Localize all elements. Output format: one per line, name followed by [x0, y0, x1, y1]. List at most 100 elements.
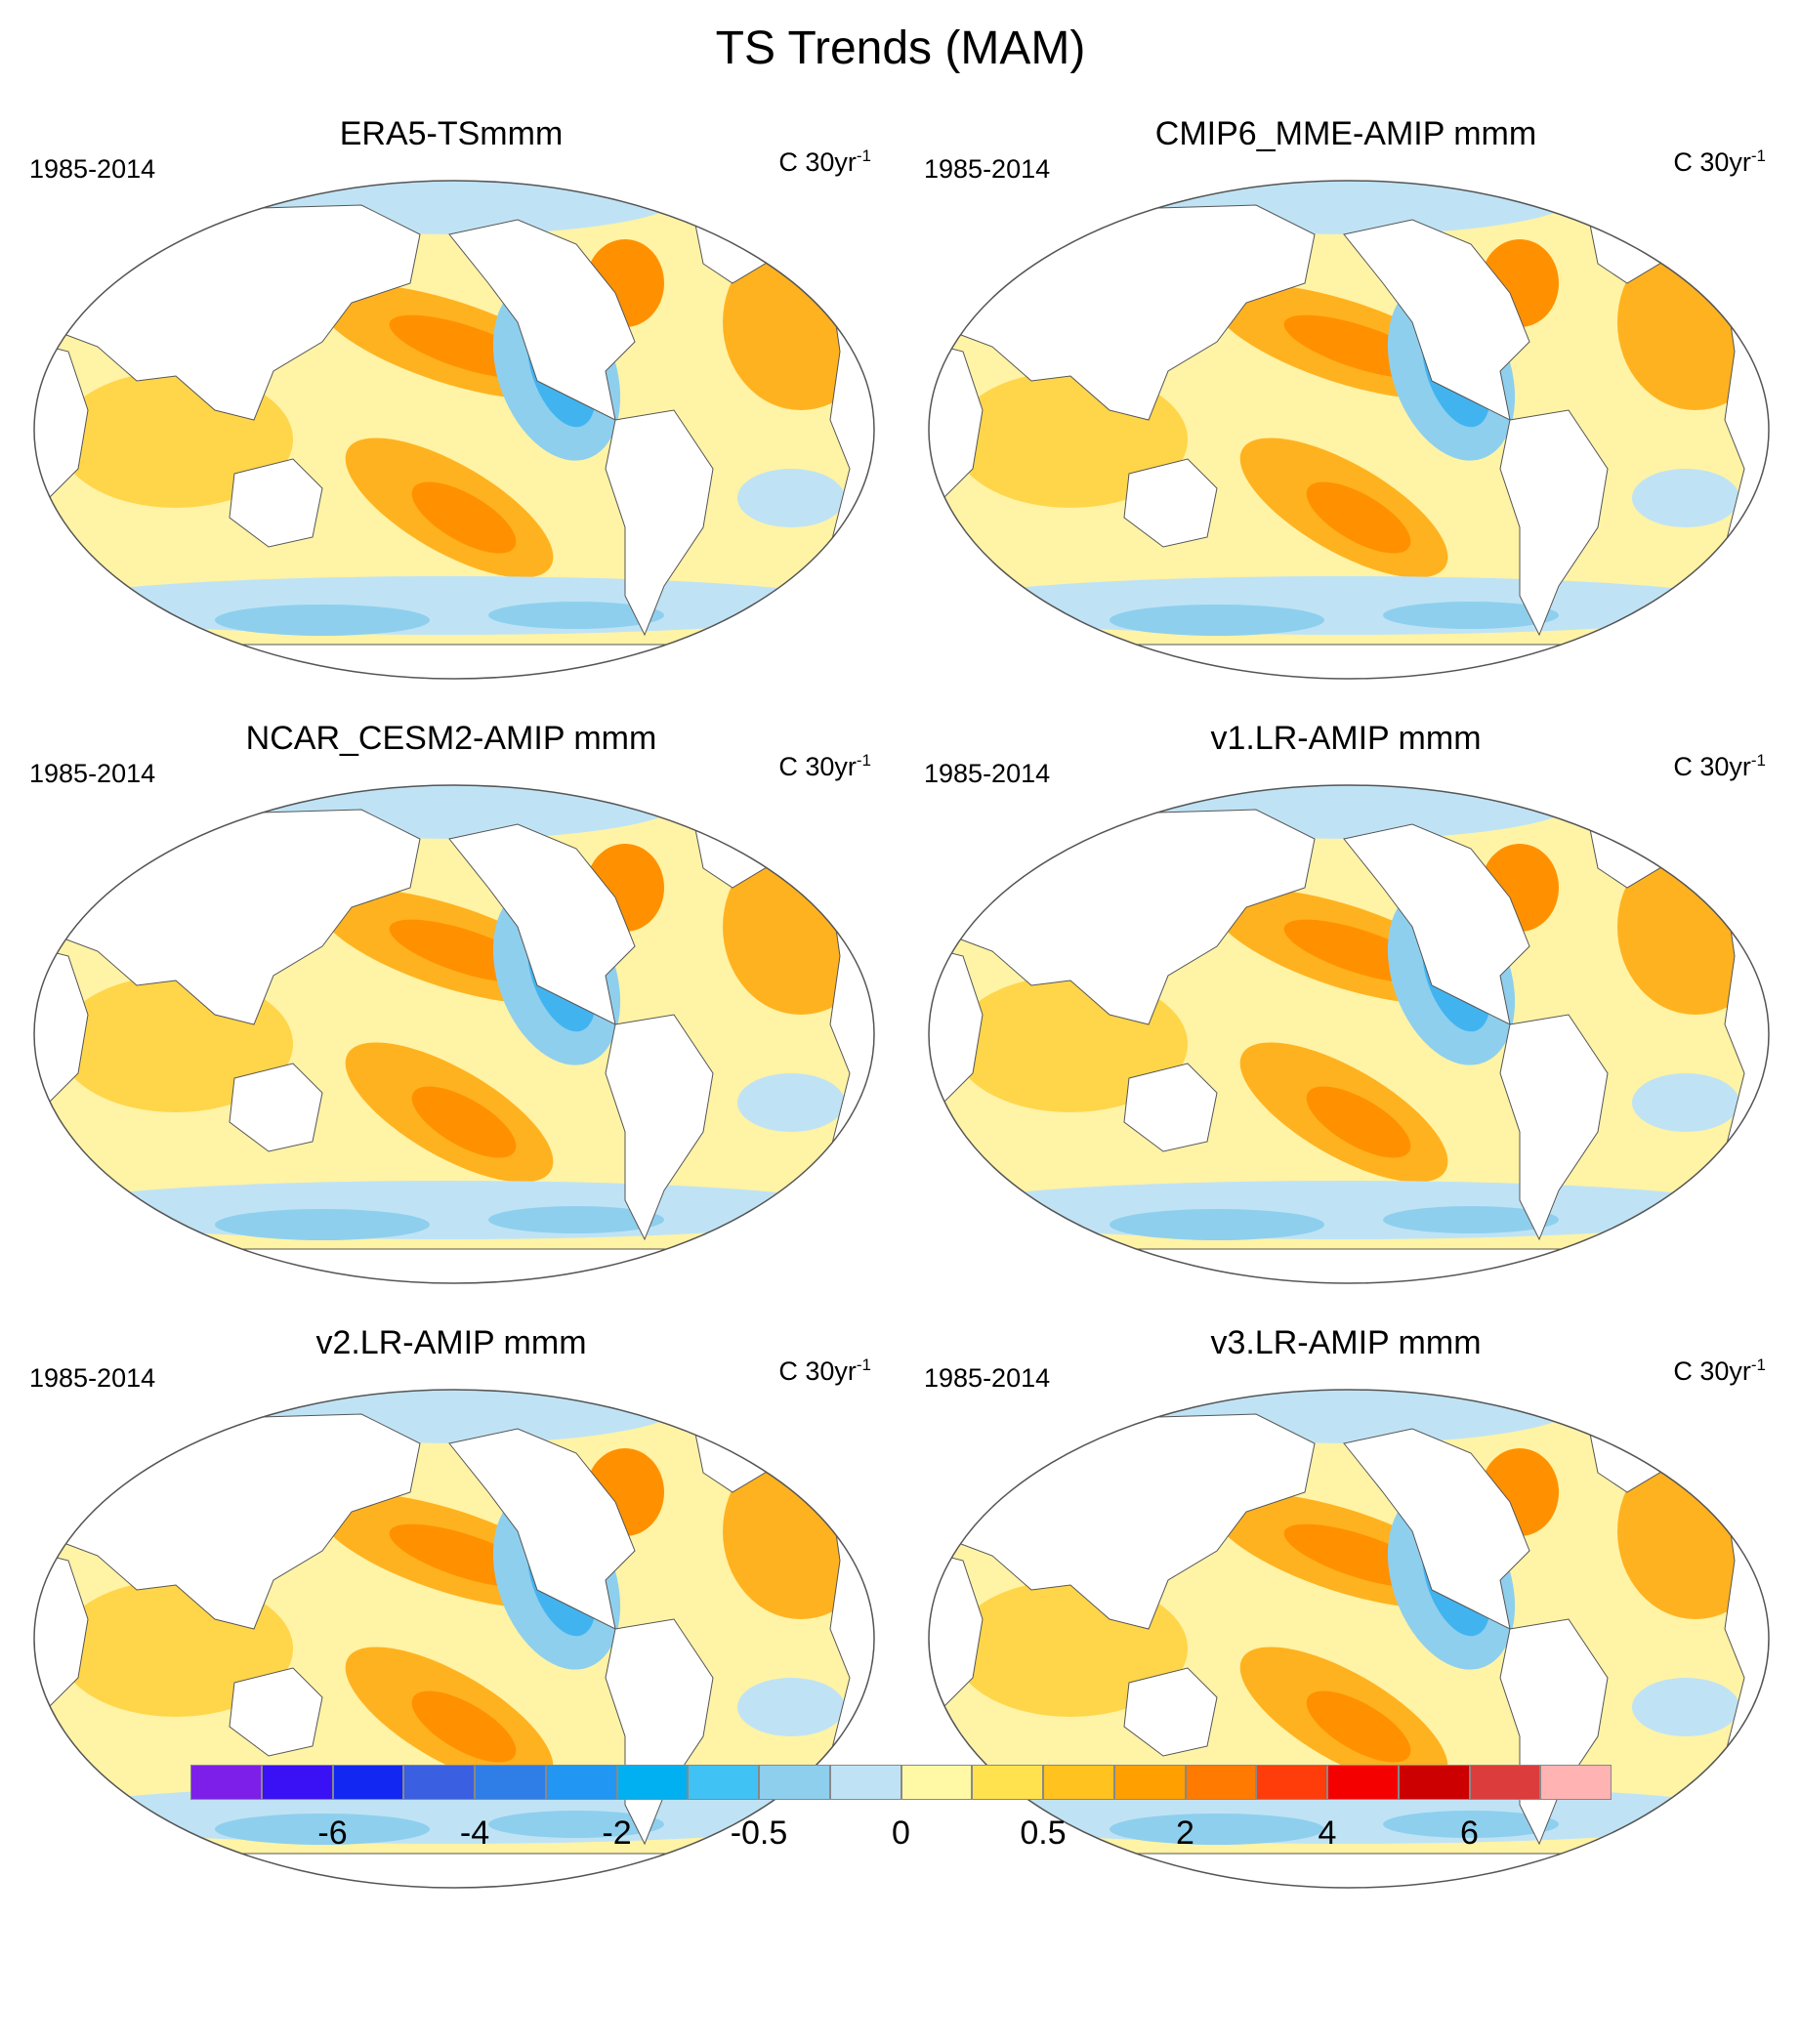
- colorbar-swatch: [1043, 1765, 1114, 1800]
- panel-units: C 30yr-1: [778, 751, 871, 781]
- south-america-landmass: [605, 409, 714, 637]
- panel-units: C 30yr-1: [1673, 146, 1766, 177]
- south-america-landmass: [605, 1014, 714, 1241]
- southern-ocean-cool-core-2: [1383, 602, 1559, 629]
- colorbar-tick-label: 4: [1318, 1815, 1337, 1852]
- colorbar-swatch: [1185, 1765, 1257, 1800]
- colorbar-swatch: [1256, 1765, 1327, 1800]
- colorbar-swatch: [688, 1765, 759, 1800]
- south-atlantic-cool: [1632, 1678, 1739, 1736]
- australia-landmass: [1123, 1667, 1218, 1757]
- map-outline: [928, 180, 1770, 680]
- panel-units: C 30yr-1: [778, 1356, 871, 1386]
- colorbar-tick-label: 2: [1176, 1815, 1194, 1852]
- map-outline: [33, 784, 875, 1284]
- panel-title: ERA5-TSmmm: [339, 115, 564, 152]
- south-pacific-warm-core: [411, 481, 517, 554]
- colorbar-swatch: [332, 1765, 404, 1800]
- africa-landmass: [929, 341, 984, 509]
- southern-ocean-cool-core-1: [1110, 605, 1324, 636]
- antarctica-landmass: [34, 1248, 874, 1283]
- colorbar-tick-label: 6: [1460, 1815, 1479, 1852]
- panel-title: NCAR_CESM2-AMIP mmm: [245, 720, 657, 757]
- southern-ocean-cool-core-1: [1110, 1814, 1324, 1845]
- north-america-landmass: [448, 823, 636, 1025]
- panel-title: CMIP6_MME-AMIP mmm: [1154, 115, 1537, 152]
- north-america-landmass: [448, 1428, 636, 1630]
- world-map: [928, 180, 1770, 680]
- southern-ocean-cool-core-1: [1110, 1209, 1324, 1240]
- southern-ocean-cool-core-1: [215, 1209, 430, 1240]
- panel-period: 1985-2014: [924, 1363, 1051, 1393]
- colorbar-swatch: [829, 1765, 901, 1800]
- colorbar-swatch: [1540, 1765, 1612, 1800]
- map-outline: [33, 180, 875, 680]
- colorbar-tick-label: -0.5: [730, 1815, 788, 1852]
- australia-landmass: [1123, 1063, 1218, 1152]
- panel-cmip6-mme: CMIP6_MME-AMIP mmm 1985-2014 C 30yr-1: [906, 115, 1785, 701]
- antarctica-landmass: [929, 644, 1769, 679]
- colorbar-swatch: [545, 1765, 617, 1800]
- africa-landmass: [34, 945, 89, 1113]
- panel-v1-lr: v1.LR-AMIP mmm 1985-2014 C 30yr-1: [906, 720, 1785, 1306]
- southern-ocean-cool-band: [934, 1181, 1754, 1239]
- north-america-landmass: [1343, 219, 1530, 421]
- panel-period: 1985-2014: [29, 1363, 156, 1393]
- panel-units: C 30yr-1: [1673, 751, 1766, 781]
- colorbar-swatch: [1327, 1765, 1399, 1800]
- map-outline: [33, 1389, 875, 1889]
- map-outline: [928, 1389, 1770, 1889]
- southern-ocean-cool-core-1: [215, 605, 430, 636]
- panel-units: C 30yr-1: [1673, 1356, 1766, 1386]
- world-map: [33, 784, 875, 1284]
- panel-era5: ERA5-TSmmm 1985-2014 C 30yr-1: [12, 115, 891, 701]
- southern-ocean-cool-band: [39, 576, 859, 635]
- southern-ocean-cool-band: [934, 576, 1754, 635]
- colorbar-tick-label: 0: [892, 1815, 910, 1852]
- colorbar-labels: -6 -4 -2 -0.5 0 0.5 2 4 6: [190, 1815, 1612, 1854]
- southern-ocean-cool-band: [39, 1181, 859, 1239]
- panel-v2-lr: v2.LR-AMIP mmm 1985-2014 C 30yr-1: [12, 1324, 891, 1910]
- colorbar-tick-label: -2: [602, 1815, 632, 1852]
- world-map: [928, 784, 1770, 1284]
- colorbar-swatch: [1469, 1765, 1541, 1800]
- south-atlantic-cool: [1632, 1073, 1739, 1132]
- panel-title: v3.LR-AMIP mmm: [1210, 1324, 1482, 1361]
- colorbar-swatch: [1398, 1765, 1470, 1800]
- australia-landmass: [229, 458, 323, 548]
- south-pacific-warm-core: [411, 1086, 517, 1158]
- panel-ncar-cesm2: NCAR_CESM2-AMIP mmm 1985-2014 C 30yr-1: [12, 720, 891, 1306]
- colorbar-swatch: [475, 1765, 546, 1800]
- colorbar-tick-label: -6: [317, 1815, 348, 1852]
- southern-ocean-cool-core-2: [488, 602, 664, 629]
- north-america-landmass: [1343, 1428, 1530, 1630]
- colorbar-swatch: [972, 1765, 1043, 1800]
- south-america-landmass: [1499, 1014, 1609, 1241]
- south-pacific-warm-core: [411, 1690, 517, 1763]
- panel-period: 1985-2014: [924, 759, 1051, 788]
- panel-period: 1985-2014: [29, 759, 156, 788]
- africa-landmass: [34, 1550, 89, 1718]
- colorbar-swatch: [759, 1765, 830, 1800]
- southern-ocean-cool-core-2: [1383, 1811, 1559, 1838]
- antarctica-landmass: [929, 1853, 1769, 1888]
- world-map: [33, 1389, 875, 1889]
- colorbar: [190, 1765, 1612, 1800]
- colorbar-tick-label: 0.5: [1020, 1815, 1067, 1852]
- south-atlantic-cool: [737, 1678, 845, 1736]
- north-america-landmass: [448, 219, 636, 421]
- colorbar-swatch: [261, 1765, 333, 1800]
- southern-ocean-cool-core-2: [1383, 1206, 1559, 1233]
- north-america-landmass: [1343, 823, 1530, 1025]
- panel-period: 1985-2014: [29, 154, 156, 184]
- colorbar-swatch: [1113, 1765, 1186, 1800]
- colorbar-swatch: [403, 1765, 475, 1800]
- map-outline: [928, 784, 1770, 1284]
- africa-landmass: [34, 341, 89, 509]
- south-america-landmass: [1499, 409, 1609, 637]
- south-pacific-warm-core: [1306, 481, 1411, 554]
- panel-title: v1.LR-AMIP mmm: [1210, 720, 1482, 757]
- antarctica-landmass: [34, 644, 874, 679]
- southern-ocean-cool-core-2: [488, 1206, 664, 1233]
- panel-period: 1985-2014: [924, 154, 1051, 184]
